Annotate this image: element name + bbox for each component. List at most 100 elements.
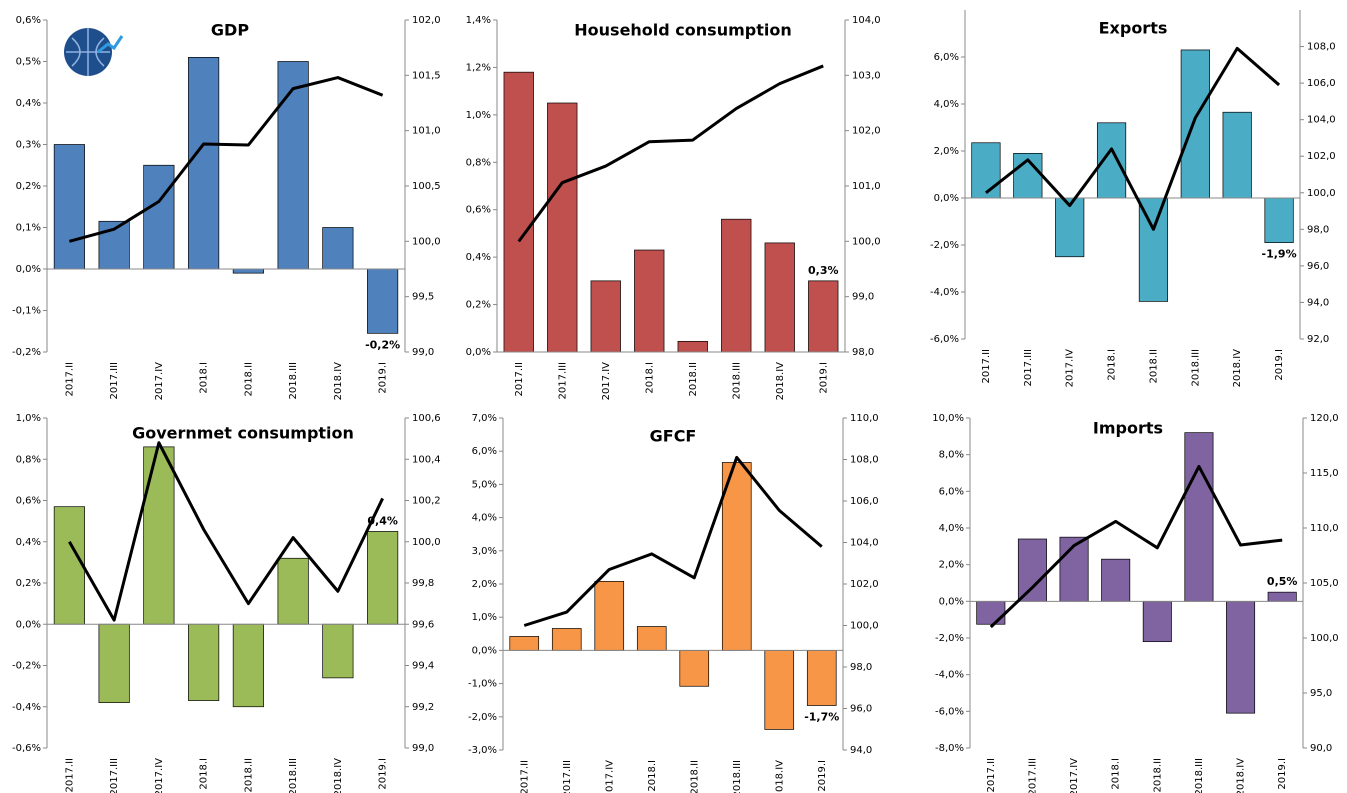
bar [1055,197,1085,258]
x-tick-label: 2018.IV [333,758,344,793]
x-tick-label: 2019.I [818,362,829,394]
x-tick-label: 2019.I [1274,349,1285,381]
bar [1180,49,1210,199]
y-tick-label: 0,5% [16,57,41,68]
x-tick-label: 2017.III [562,760,573,793]
y-tick-label: 0,8% [16,454,41,465]
chart-title: Governmet consumption [132,424,354,443]
y2-tick-label: 99,2 [412,702,434,713]
bar [764,242,795,353]
y-tick-label: 0,0% [934,193,959,204]
y-tick-label: -2,0% [935,633,964,644]
bar [367,531,399,625]
bar [188,623,220,701]
y-tick-label: 0,8% [466,157,491,168]
y-tick-label: -0,2% [12,347,41,358]
bar [721,218,752,353]
x-tick-label: 2019.I [817,760,828,792]
x-tick-label: 2017.II [64,362,75,397]
y-tick-label: 0,6% [16,496,41,507]
chart-title: GFCF [650,427,697,446]
y2-tick-label: 115,0 [1310,468,1339,479]
y-tick-label: 6,0% [472,446,497,457]
y-tick-label: 3,0% [472,546,497,557]
value-label: -1,9% [1262,248,1297,261]
bar [677,340,708,353]
x-tick-label: 2017.IV [154,758,165,793]
x-tick-label: 2017.III [1027,758,1038,793]
y-tick-label: 1,4% [466,15,491,26]
chart-title: Exports [1099,19,1168,38]
bar [509,636,540,651]
y-tick-label: 6,0% [939,486,964,497]
value-label: -1,7% [804,711,839,724]
y2-tick-label: 95,0 [1310,688,1332,699]
y-tick-label: -3,0% [468,745,497,756]
x-tick-label: 2019.I [378,362,389,394]
line [68,441,384,622]
x-tick-label: 2018.IV [333,362,344,401]
x-tick-label: 2018.III [732,760,743,793]
x-tick-label: 2018.II [688,362,699,397]
line [985,46,1281,231]
y2-tick-label: 100,0 [412,236,441,247]
x-tick-label: 2018.II [1148,349,1159,384]
x-tick-label: 2018.I [1111,758,1122,790]
y-tick-label: -4,0% [935,670,964,681]
y-tick-label: 1,0% [16,413,41,424]
x-tick-label: 2018.III [1190,349,1201,386]
y-tick-label: -8,0% [935,743,964,754]
y2-tick-label: 90,0 [1310,743,1332,754]
y2-tick-label: 100,0 [1307,188,1336,199]
value-label: 0,3% [808,264,839,277]
y-tick-label: 1,2% [466,62,491,73]
y-tick-label: 2,0% [934,146,959,157]
bar [367,268,399,334]
line [523,455,823,627]
line [989,464,1283,629]
y2-tick-label: 102,0 [850,579,879,590]
y2-tick-label: 120,0 [1310,413,1339,424]
bar [806,650,837,706]
bar [679,650,710,687]
bar [322,227,354,270]
y2-tick-label: 110,0 [1310,523,1339,534]
bar [1059,536,1089,602]
x-tick-label: 2017.III [557,362,568,399]
bar [590,280,621,353]
y2-tick-label: 101,0 [852,181,881,192]
chart-title: Imports [1093,419,1163,438]
bar [1017,538,1047,602]
y2-tick-label: 102,0 [1307,151,1336,162]
x-tick-label: 2018.II [243,758,254,793]
y2-tick-label: 98,0 [1307,224,1329,235]
y2-tick-label: 99,0 [412,743,434,754]
y2-tick-label: 100,6 [412,413,441,424]
y-tick-label: 0,0% [939,596,964,607]
value-label: -0,2% [365,338,400,351]
bar [971,142,1001,199]
bar [547,102,578,353]
x-tick-label: 2018.I [644,362,655,394]
y2-tick-label: 108,0 [850,455,879,466]
line [517,64,824,243]
y2-tick-label: 92,0 [1307,334,1329,345]
y2-tick-label: 110,0 [850,413,879,424]
bar [53,506,85,625]
x-tick-label: 2018.IV [1232,349,1243,388]
y2-tick-label: 100,0 [412,537,441,548]
y2-tick-label: 104,0 [852,15,881,26]
y2-tick-label: 101,0 [412,126,441,137]
x-tick-label: 2018.II [1152,758,1163,793]
x-tick-label: 2017.II [64,758,75,793]
bar [143,164,175,270]
y-tick-label: 7,0% [472,413,497,424]
x-tick-label: 2017.II [981,349,992,384]
bar [551,628,582,651]
y-tick-label: 4,0% [934,99,959,110]
y-tick-label: 0,2% [16,181,41,192]
x-tick-label: 2018.II [689,760,700,793]
bar [322,623,354,679]
y2-tick-label: 98,0 [850,662,872,673]
